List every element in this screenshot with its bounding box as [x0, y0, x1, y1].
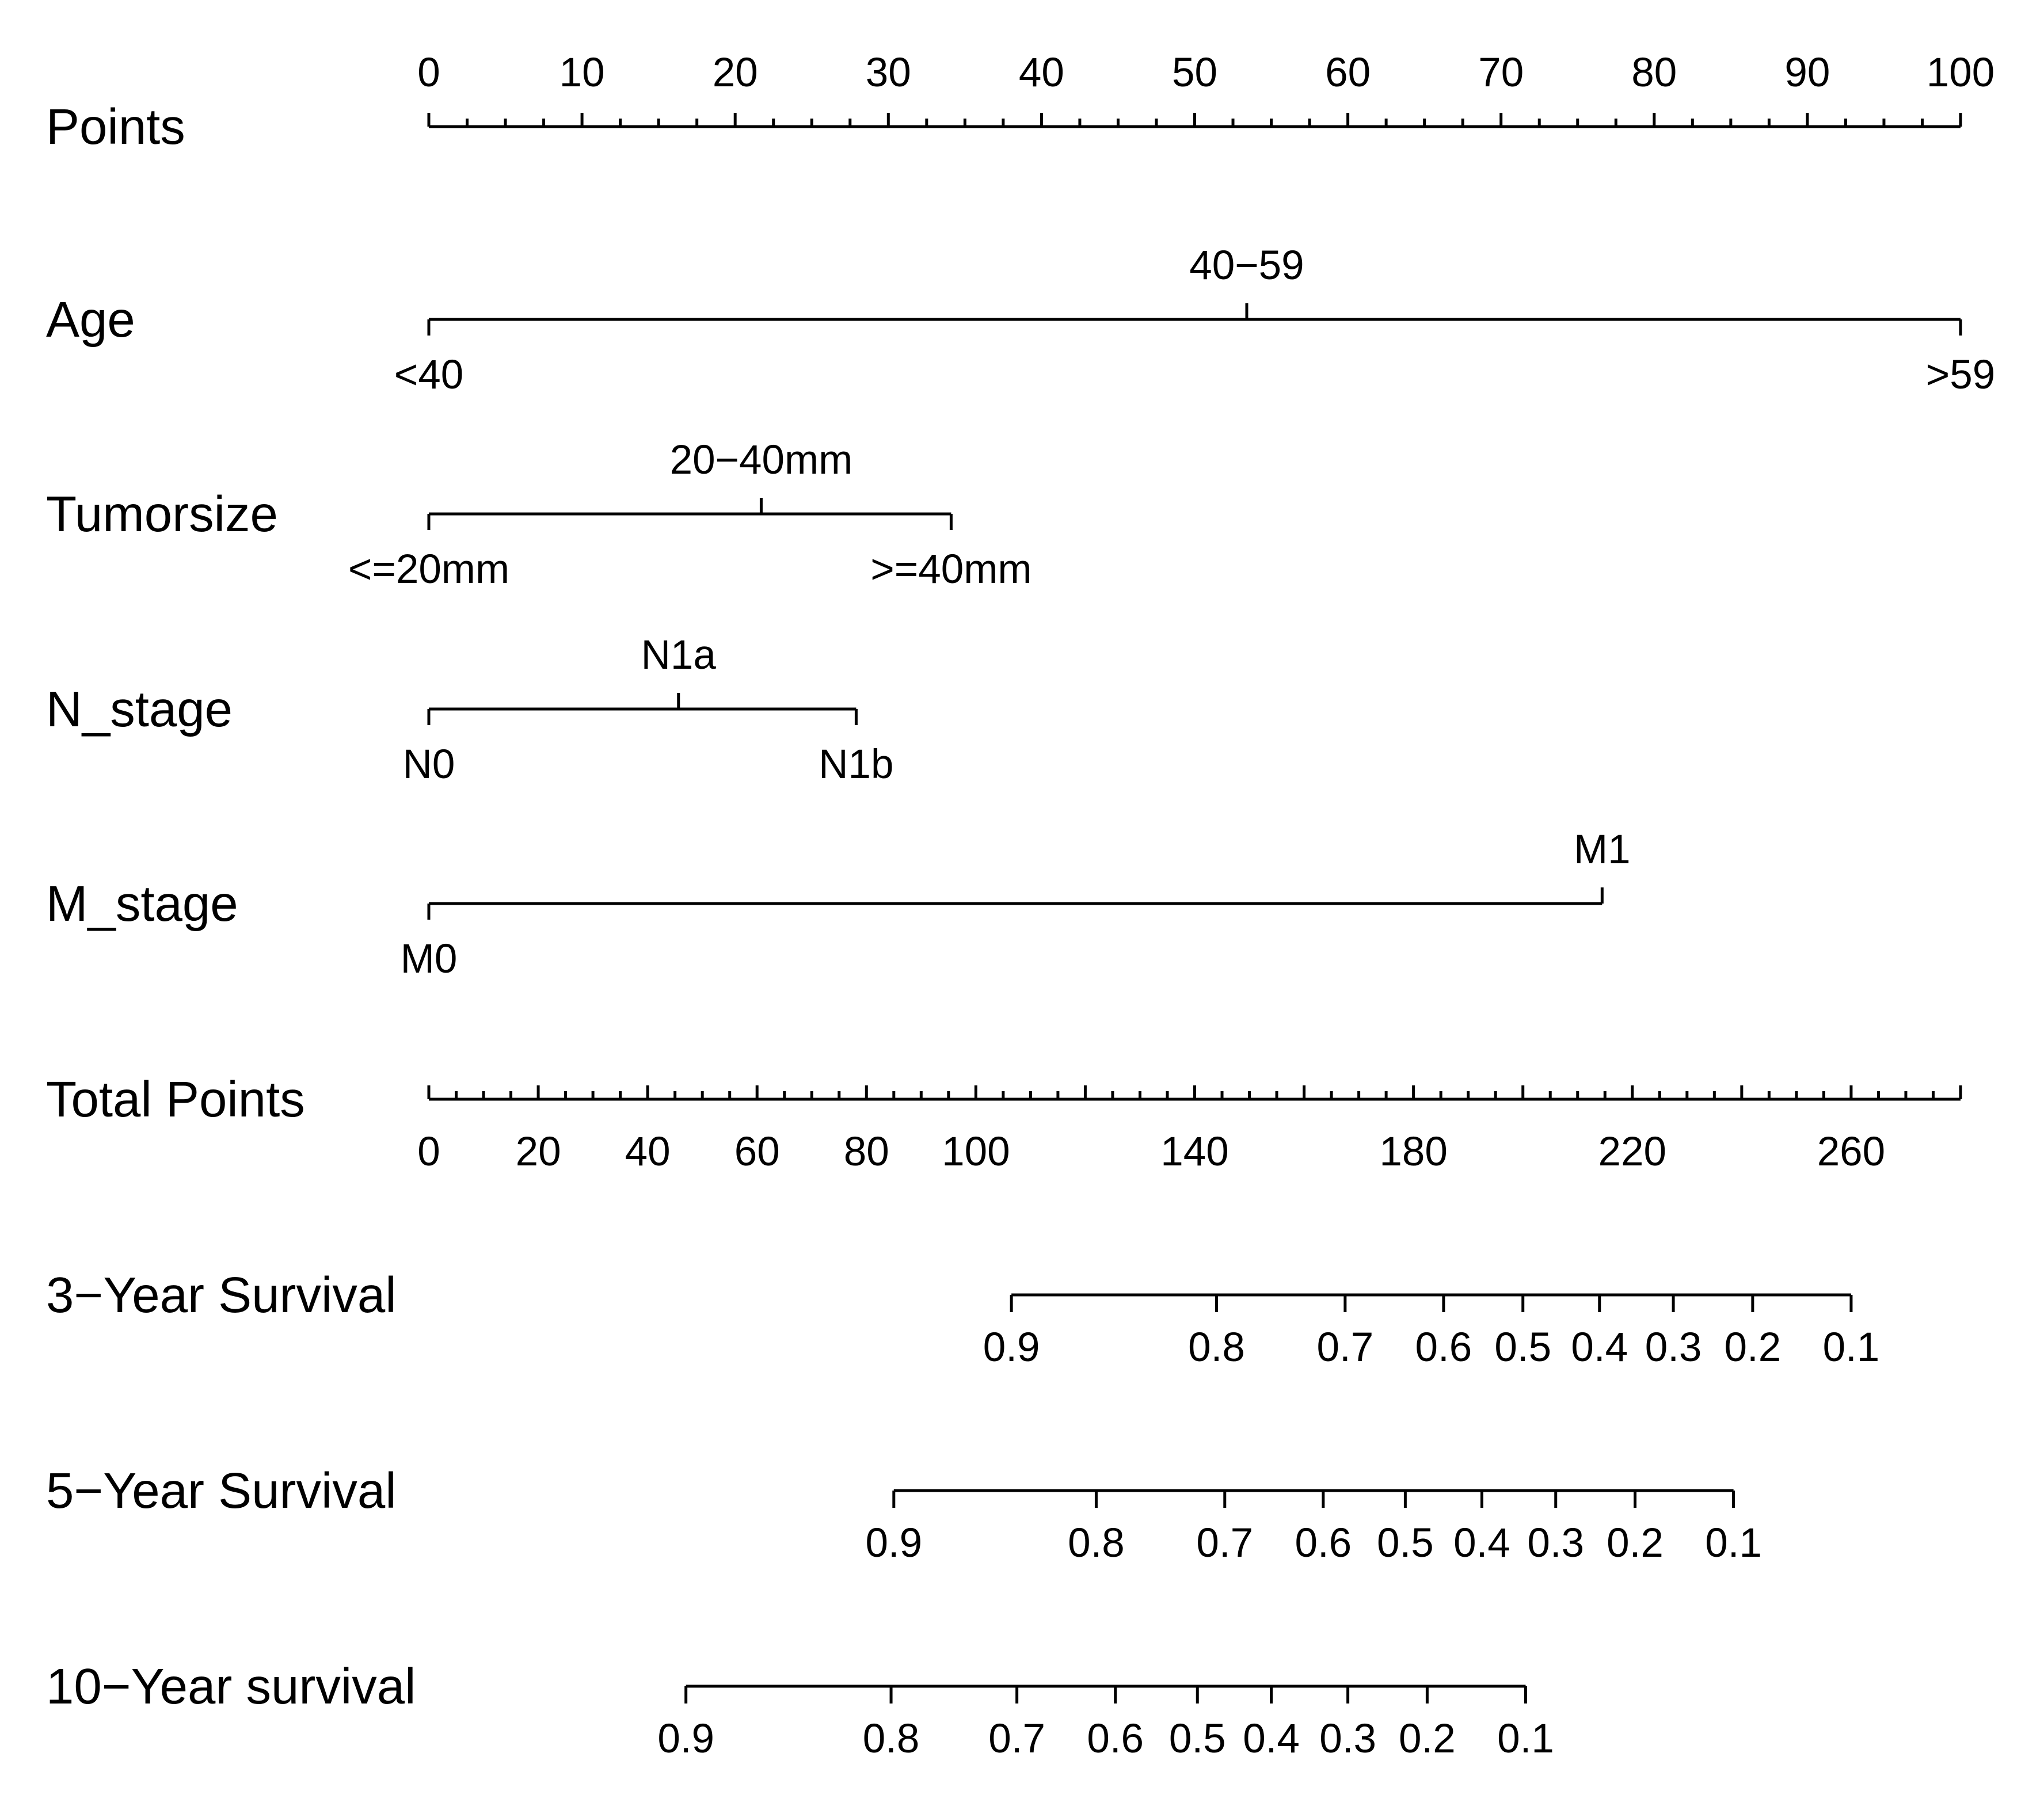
- total-points-tick-label-0: 0: [417, 1129, 440, 1175]
- m-stage-level-label-m1: M1: [1574, 827, 1631, 872]
- points-tick-label-90: 90: [1784, 50, 1830, 96]
- points-tick-label-20: 20: [713, 50, 758, 96]
- 10-year-survival-tick-label-0-2: 0.2: [1399, 1716, 1456, 1762]
- points-tick-label-0: 0: [417, 50, 440, 96]
- tumorsize-row-label: Tumorsize: [46, 486, 278, 542]
- 3-year-survival-tick-label-0-8: 0.8: [1188, 1325, 1245, 1370]
- 10-year-survival-tick-label-0-4: 0.4: [1243, 1716, 1300, 1762]
- total-points-tick-label-220: 220: [1598, 1129, 1666, 1175]
- points-tick-label-50: 50: [1172, 50, 1217, 96]
- points-row-label: Points: [46, 99, 185, 155]
- n-stage-level-label-n0: N0: [403, 742, 455, 787]
- 10-year-survival-tick-label-0-6: 0.6: [1087, 1716, 1144, 1762]
- 10-year-survival-tick-label-0-8: 0.8: [863, 1716, 920, 1762]
- points-tick-label-10: 10: [559, 50, 605, 96]
- 5-year-survival-tick-label-0-1: 0.1: [1705, 1520, 1762, 1566]
- 5-year-survival-row-label: 5−Year Survival: [46, 1463, 397, 1519]
- total-points-row-label: Total Points: [46, 1072, 305, 1127]
- points-tick-label-40: 40: [1019, 50, 1064, 96]
- points-tick-label-60: 60: [1325, 50, 1371, 96]
- total-points-tick-label-260: 260: [1817, 1129, 1885, 1175]
- 3-year-survival-tick-label-0-4: 0.4: [1571, 1325, 1628, 1370]
- age-level-label-40: <40: [394, 352, 463, 398]
- age-row-label: Age: [46, 292, 135, 348]
- 3-year-survival-tick-label-0-9: 0.9: [983, 1325, 1040, 1370]
- 5-year-survival-tick-label-0-7: 0.7: [1196, 1520, 1253, 1566]
- points-tick-label-100: 100: [1927, 50, 1994, 96]
- 5-year-survival-tick-label-0-2: 0.2: [1607, 1520, 1664, 1566]
- age-level-label-40-59: 40−59: [1189, 243, 1304, 288]
- points-tick-label-70: 70: [1478, 50, 1524, 96]
- n-stage-level-label-n1b: N1b: [819, 742, 893, 787]
- tumorsize-level-label-20-40mm: 20−40mm: [670, 437, 853, 483]
- 3-year-survival-tick-label-0-5: 0.5: [1494, 1325, 1551, 1370]
- total-points-tick-label-140: 140: [1160, 1129, 1228, 1175]
- 5-year-survival-tick-label-0-4: 0.4: [1453, 1520, 1510, 1566]
- total-points-tick-label-20: 20: [516, 1129, 561, 1175]
- total-points-tick-label-180: 180: [1379, 1129, 1447, 1175]
- tumorsize-level-label-40mm: >=40mm: [870, 547, 1031, 592]
- n-stage-row-label: N_stage: [46, 681, 233, 737]
- tumorsize-level-label-20mm: <=20mm: [348, 547, 509, 592]
- points-tick-label-30: 30: [866, 50, 911, 96]
- m-stage-level-label-m0: M0: [401, 936, 458, 982]
- 3-year-survival-row-label: 3−Year Survival: [46, 1267, 397, 1323]
- m-stage-row-label: M_stage: [46, 876, 238, 932]
- 10-year-survival-tick-label-0-7: 0.7: [988, 1716, 1045, 1762]
- total-points-tick-label-80: 80: [844, 1129, 889, 1175]
- n-stage-level-label-n1a: N1a: [641, 632, 717, 678]
- 10-year-survival-tick-label-0-3: 0.3: [1319, 1716, 1376, 1762]
- 3-year-survival-tick-label-0-2: 0.2: [1725, 1325, 1782, 1370]
- 3-year-survival-tick-label-0-1: 0.1: [1823, 1325, 1880, 1370]
- total-points-tick-label-100: 100: [942, 1129, 1010, 1175]
- 5-year-survival-tick-label-0-9: 0.9: [865, 1520, 922, 1566]
- 5-year-survival-tick-label-0-5: 0.5: [1377, 1520, 1434, 1566]
- total-points-tick-label-60: 60: [734, 1129, 780, 1175]
- 5-year-survival-tick-label-0-3: 0.3: [1527, 1520, 1584, 1566]
- points-tick-label-80: 80: [1631, 50, 1677, 96]
- 3-year-survival-tick-label-0-3: 0.3: [1645, 1325, 1702, 1370]
- 5-year-survival-tick-label-0-6: 0.6: [1295, 1520, 1352, 1566]
- age-level-label-59: >59: [1926, 352, 1995, 398]
- 3-year-survival-tick-label-0-6: 0.6: [1415, 1325, 1472, 1370]
- 10-year-survival-tick-label-0-9: 0.9: [657, 1716, 714, 1762]
- 10-year-survival-row-label: 10−Year survival: [46, 1659, 416, 1714]
- 10-year-survival-tick-label-0-1: 0.1: [1497, 1716, 1554, 1762]
- 3-year-survival-tick-label-0-7: 0.7: [1316, 1325, 1373, 1370]
- total-points-tick-label-40: 40: [625, 1129, 671, 1175]
- 10-year-survival-tick-label-0-5: 0.5: [1169, 1716, 1226, 1762]
- 5-year-survival-tick-label-0-8: 0.8: [1068, 1520, 1125, 1566]
